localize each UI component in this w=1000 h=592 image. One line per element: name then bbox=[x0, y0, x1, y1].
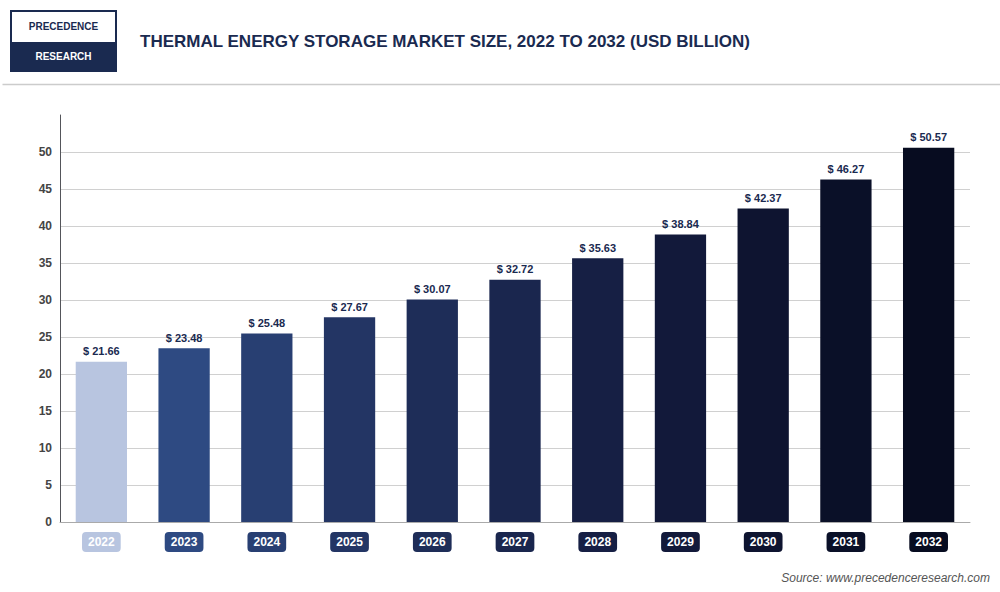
svg-text:PRECEDENCE: PRECEDENCE bbox=[29, 21, 99, 32]
svg-text:$ 30.07: $ 30.07 bbox=[414, 283, 451, 295]
svg-text:$ 38.84: $ 38.84 bbox=[662, 218, 700, 230]
svg-text:2029: 2029 bbox=[667, 535, 694, 549]
svg-text:$ 27.67: $ 27.67 bbox=[331, 301, 368, 313]
svg-text:Source: www.precedenceresearch: Source: www.precedenceresearch.com bbox=[781, 571, 990, 585]
svg-text:$ 35.63: $ 35.63 bbox=[579, 242, 616, 254]
svg-text:2024: 2024 bbox=[253, 535, 280, 549]
svg-text:2025: 2025 bbox=[336, 535, 363, 549]
svg-text:$ 42.37: $ 42.37 bbox=[745, 192, 782, 204]
svg-text:2023: 2023 bbox=[171, 535, 198, 549]
svg-text:$ 46.27: $ 46.27 bbox=[828, 163, 865, 175]
svg-text:35: 35 bbox=[39, 256, 53, 270]
svg-text:25: 25 bbox=[39, 330, 53, 344]
svg-text:10: 10 bbox=[39, 441, 53, 455]
svg-text:$ 23.48: $ 23.48 bbox=[166, 332, 203, 344]
svg-text:45: 45 bbox=[39, 182, 53, 196]
svg-text:2027: 2027 bbox=[502, 535, 529, 549]
svg-text:$ 50.57: $ 50.57 bbox=[910, 131, 947, 143]
svg-text:5: 5 bbox=[45, 478, 52, 492]
svg-text:2032: 2032 bbox=[915, 535, 942, 549]
svg-text:THERMAL ENERGY STORAGE MARKET: THERMAL ENERGY STORAGE MARKET SIZE, 2022… bbox=[140, 32, 750, 51]
svg-text:$ 21.66: $ 21.66 bbox=[83, 345, 120, 357]
svg-text:2026: 2026 bbox=[419, 535, 446, 549]
svg-text:15: 15 bbox=[39, 404, 53, 418]
svg-text:2028: 2028 bbox=[584, 535, 611, 549]
svg-text:40: 40 bbox=[39, 219, 53, 233]
svg-text:20: 20 bbox=[39, 367, 53, 381]
svg-text:$ 32.72: $ 32.72 bbox=[497, 263, 534, 275]
svg-text:0: 0 bbox=[45, 515, 52, 529]
svg-text:50: 50 bbox=[39, 145, 53, 159]
svg-text:2022: 2022 bbox=[88, 535, 115, 549]
svg-text:30: 30 bbox=[39, 293, 53, 307]
svg-text:$ 25.48: $ 25.48 bbox=[248, 317, 285, 329]
svg-text:2030: 2030 bbox=[750, 535, 777, 549]
svg-text:2031: 2031 bbox=[833, 535, 860, 549]
svg-text:RESEARCH: RESEARCH bbox=[35, 51, 91, 62]
